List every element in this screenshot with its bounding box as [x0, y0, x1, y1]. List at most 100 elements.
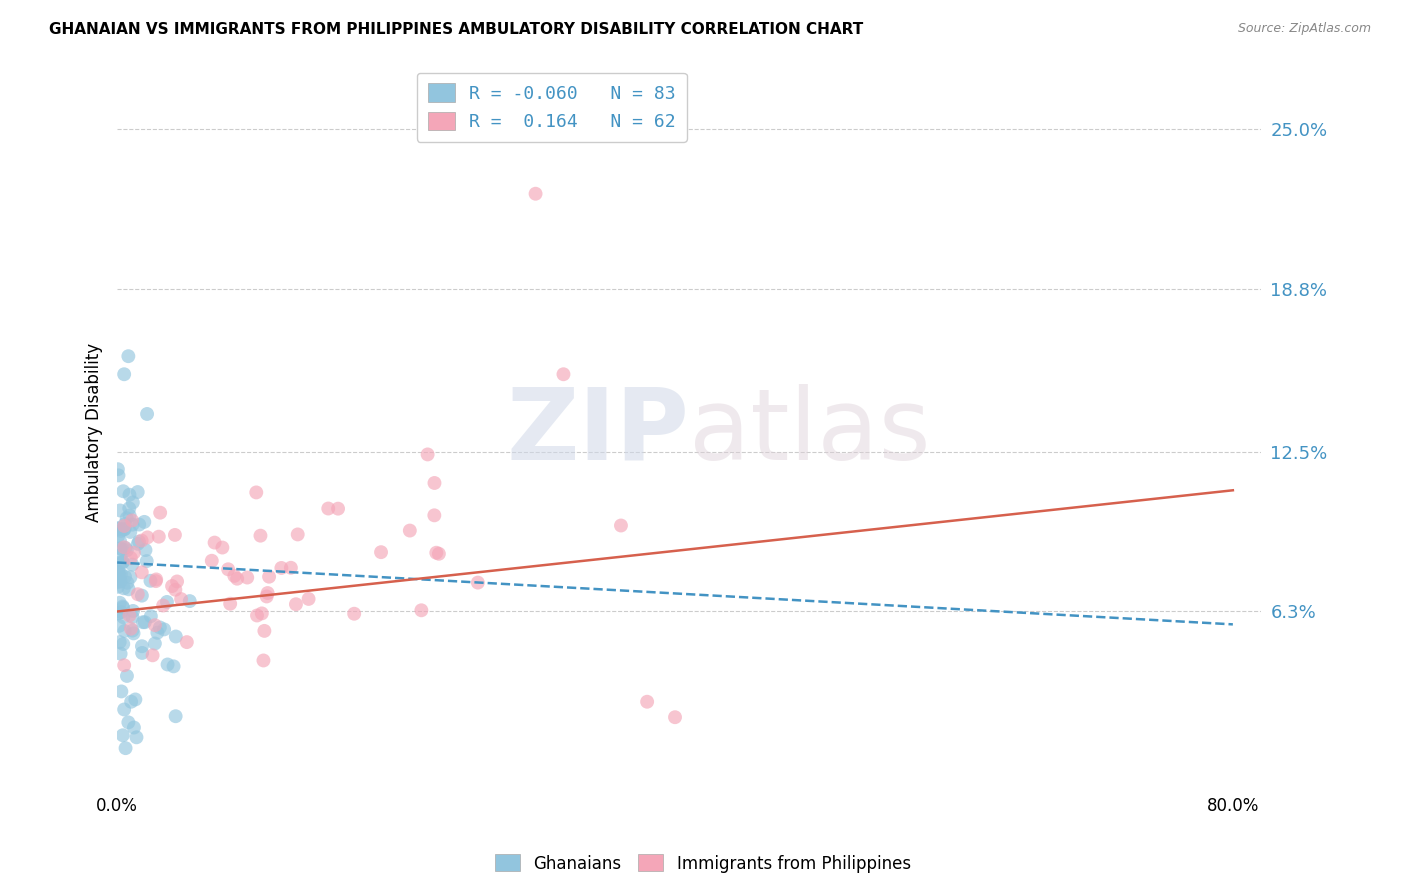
Point — [111, 600, 134, 615]
Point — [176, 635, 198, 649]
Point — [156, 595, 179, 609]
Point — [121, 558, 143, 572]
Point — [160, 579, 183, 593]
Point — [112, 702, 135, 716]
Point — [108, 572, 131, 586]
Point — [343, 607, 366, 621]
Point — [107, 462, 129, 476]
Point — [121, 624, 143, 638]
Point — [416, 447, 439, 461]
Point — [117, 715, 139, 730]
Point — [127, 587, 149, 601]
Point — [107, 607, 129, 621]
Point — [110, 566, 132, 581]
Legend: Ghanaians, Immigrants from Philippines: Ghanaians, Immigrants from Philippines — [488, 847, 918, 880]
Point — [112, 368, 135, 382]
Point — [250, 607, 273, 621]
Point — [162, 659, 184, 673]
Point — [110, 647, 132, 661]
Point — [217, 562, 239, 576]
Point — [114, 741, 136, 756]
Point — [423, 508, 446, 523]
Point — [107, 468, 129, 483]
Point — [122, 546, 145, 560]
Point — [111, 542, 134, 557]
Point — [112, 658, 135, 673]
Point — [211, 541, 233, 555]
Point — [124, 692, 146, 706]
Point — [110, 524, 132, 538]
Point — [524, 186, 547, 201]
Point — [136, 530, 159, 544]
Point — [112, 519, 135, 533]
Point — [107, 529, 129, 543]
Point — [108, 503, 131, 517]
Point — [110, 684, 132, 698]
Point — [149, 506, 172, 520]
Point — [143, 636, 166, 650]
Point — [134, 515, 156, 529]
Point — [398, 524, 420, 538]
Point — [411, 603, 433, 617]
Point — [110, 541, 132, 556]
Point — [108, 596, 131, 610]
Point — [110, 605, 132, 619]
Point — [132, 615, 155, 630]
Point — [108, 566, 131, 580]
Point — [121, 610, 143, 624]
Point — [166, 574, 188, 589]
Point — [107, 580, 129, 594]
Point — [127, 537, 149, 551]
Point — [112, 610, 135, 624]
Point — [110, 574, 132, 589]
Point — [316, 501, 339, 516]
Point — [112, 637, 135, 651]
Point — [146, 625, 169, 640]
Text: Source: ZipAtlas.com: Source: ZipAtlas.com — [1237, 22, 1371, 36]
Point — [145, 573, 167, 587]
Point — [156, 657, 179, 672]
Point — [120, 570, 142, 584]
Point — [236, 570, 259, 584]
Point — [131, 639, 153, 653]
Point — [111, 555, 134, 569]
Point — [107, 575, 129, 590]
Text: GHANAIAN VS IMMIGRANTS FROM PHILIPPINES AMBULATORY DISABILITY CORRELATION CHART: GHANAIAN VS IMMIGRANTS FROM PHILIPPINES … — [49, 22, 863, 37]
Point — [135, 554, 157, 568]
Point — [425, 546, 447, 560]
Point — [112, 523, 135, 537]
Point — [110, 555, 132, 569]
Point — [120, 622, 142, 636]
Point — [256, 590, 278, 604]
Point — [153, 623, 176, 637]
Point — [139, 609, 162, 624]
Point — [224, 569, 246, 583]
Point — [121, 517, 143, 532]
Point — [111, 556, 134, 570]
Point — [117, 582, 139, 597]
Point — [249, 529, 271, 543]
Point — [664, 710, 686, 724]
Point — [219, 597, 242, 611]
Point — [114, 624, 136, 638]
Point — [152, 599, 174, 613]
Point — [108, 635, 131, 649]
Point — [256, 586, 278, 600]
Point — [136, 407, 159, 421]
Point — [108, 619, 131, 633]
Point — [204, 535, 226, 549]
Point — [121, 513, 143, 527]
Point — [226, 572, 249, 586]
Point — [165, 582, 187, 597]
Point — [117, 575, 139, 590]
Point — [110, 548, 132, 562]
Point — [252, 653, 274, 667]
Y-axis label: Ambulatory Disability: Ambulatory Disability — [86, 343, 103, 522]
Point — [142, 648, 165, 663]
Point — [163, 528, 186, 542]
Point — [128, 534, 150, 549]
Point — [165, 630, 187, 644]
Point — [114, 570, 136, 584]
Point — [117, 349, 139, 363]
Point — [127, 485, 149, 500]
